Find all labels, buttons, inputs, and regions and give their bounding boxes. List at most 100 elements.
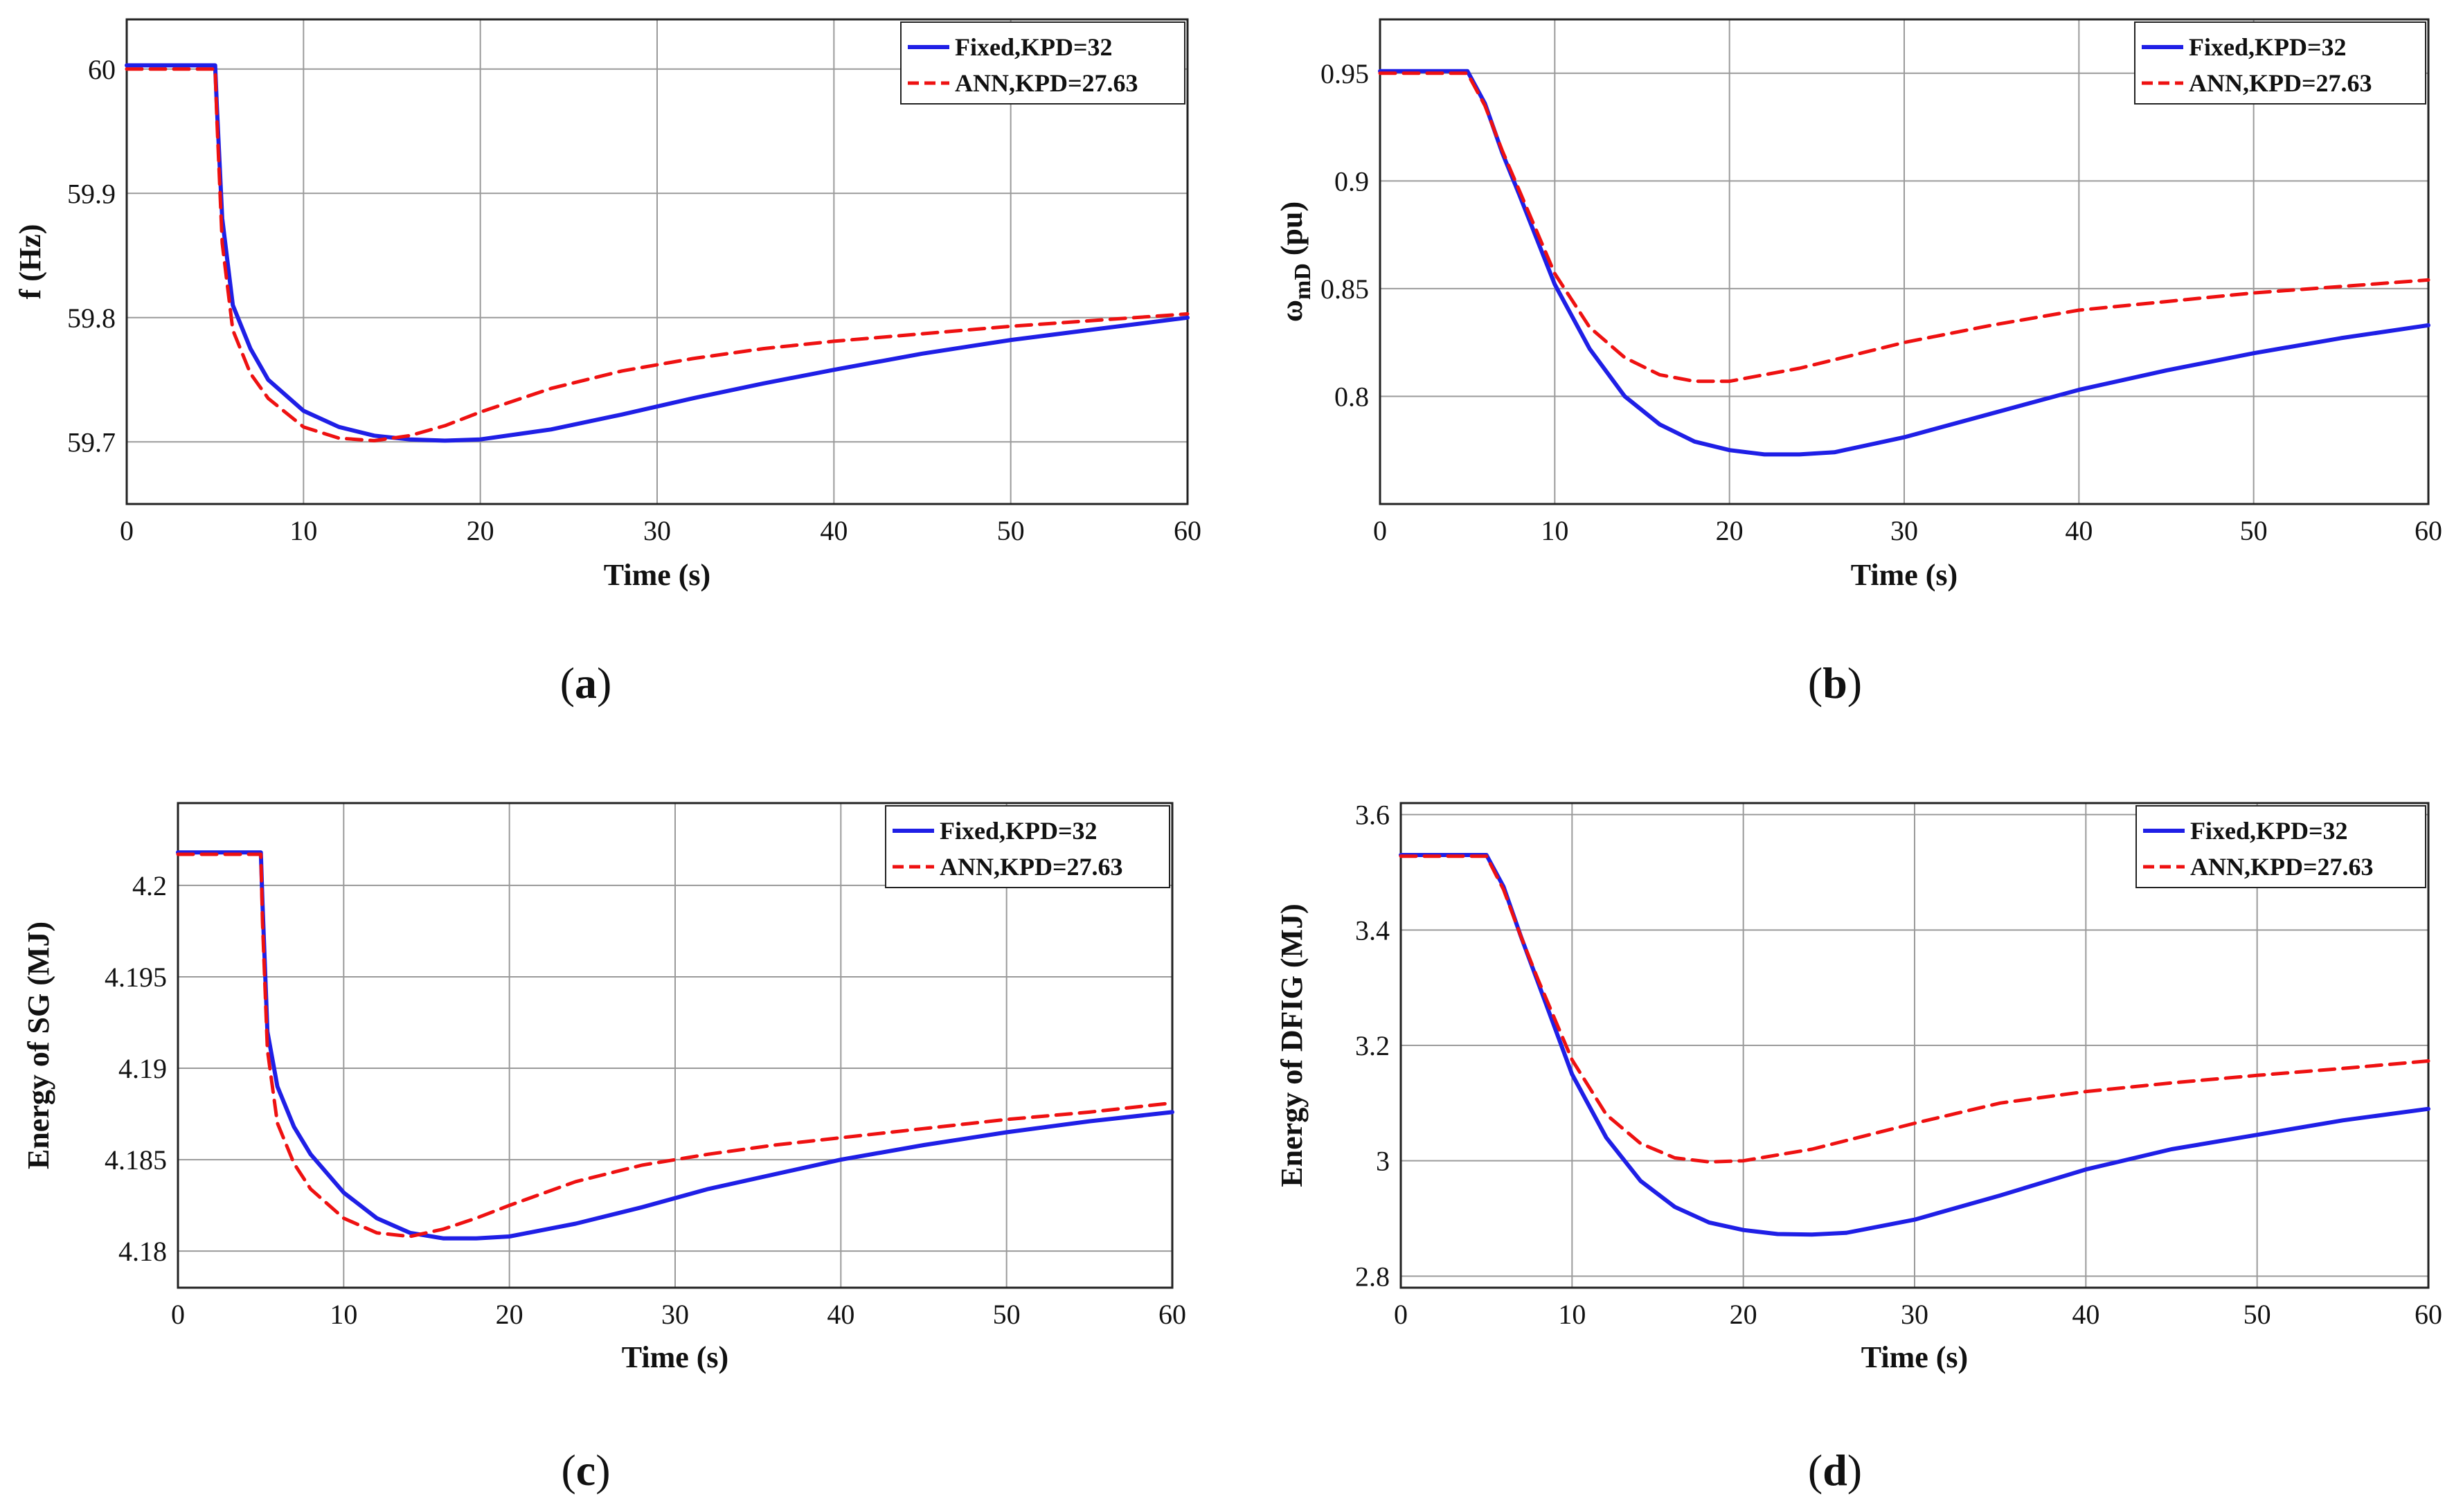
legend-box [2135, 805, 2426, 888]
x-tick-label: 10 [1541, 515, 1568, 546]
y-tick-label: 4.195 [105, 962, 167, 993]
legend-entry: Fixed,KPD=32 [2190, 817, 2348, 845]
x-axis-label: Time (s) [1861, 1340, 1968, 1374]
y-tick-label: 3 [1376, 1146, 1390, 1177]
plot-border [125, 18, 1189, 505]
y-axis-label-subscript: mD [1290, 263, 1316, 300]
panel-a-chart: 0 10 20 30 40 50 60 59.7 59.8 59.9 60 Fixed,KPD=32 A… [13, 18, 1201, 708]
panel-label-letter: d [1822, 1446, 1847, 1495]
series-ann-line [176, 852, 1174, 1239]
x-tick-label: 40 [2065, 515, 2093, 546]
panel-label-letter: b [1822, 658, 1847, 708]
x-tick-label: 20 [496, 1299, 523, 1330]
x-axis-label: Time (s) [1851, 558, 1958, 592]
plot-border [1379, 18, 2430, 505]
series-ann-line [1399, 854, 2430, 1164]
x-tick-label: 0 [1373, 515, 1387, 546]
series-fixed-line [176, 850, 1174, 1241]
series-fixed-line [125, 63, 1190, 443]
y-tick-label: 0.9 [1334, 165, 1369, 197]
legend-box [2134, 21, 2426, 105]
legend-entry: ANN,KPD=27.63 [2189, 69, 2372, 97]
x-tick-label: 30 [643, 515, 671, 546]
x-tick-label: 60 [2415, 515, 2442, 546]
panel-label-letter: a [575, 658, 597, 708]
y-tick-label: 0.85 [1320, 273, 1369, 305]
y-tick-label: 4.2 [132, 870, 167, 901]
x-tick-label: 60 [1174, 515, 1201, 546]
panel-label-close: ) [1847, 658, 1862, 708]
y-axis-label: Energy of DFIG (MJ) [1275, 903, 1309, 1187]
x-tick-label: 20 [1716, 515, 1744, 546]
y-axis-label: f (Hz) [13, 224, 47, 300]
x-tick-label: 30 [661, 1299, 689, 1330]
panel-label-open: ( [561, 1446, 575, 1495]
x-tick-label: 30 [1901, 1299, 1928, 1330]
plot-border [177, 802, 1174, 1289]
panel-d-chart: 0 10 20 30 40 50 60 2.8 3 3.2 3.4 3.6 Fixed,KPD=32 AN… [1275, 800, 2442, 1495]
x-tick-label: 60 [2415, 1299, 2442, 1330]
panel-c-chart: 0 10 20 30 40 50 60 4.18 4.185 4.19 4.195 4.2 Fixed,… [21, 802, 1186, 1495]
y-axis-label-symbol: ω [1275, 300, 1309, 322]
legend-entry: ANN,KPD=27.63 [2190, 853, 2374, 881]
x-tick-label: 50 [2243, 1299, 2271, 1330]
y-axis-label: Energy of SG (MJ) [21, 921, 55, 1169]
x-tick-label: 50 [997, 515, 1025, 546]
y-axis-label-unit: (pu) [1275, 201, 1309, 263]
y-axis-label: ωmD (pu) [1275, 201, 1316, 322]
panel-label: (c) [561, 1446, 610, 1495]
panel-label: (d) [1808, 1446, 1862, 1495]
x-tick-label: 40 [820, 515, 848, 546]
x-axis-label: Time (s) [622, 1340, 728, 1374]
y-tick-label: 59.9 [67, 178, 116, 209]
x-tick-label: 10 [1558, 1299, 1586, 1330]
plot-border [1399, 802, 2430, 1289]
legend-box [900, 21, 1185, 105]
x-tick-label: 40 [2072, 1299, 2099, 1330]
series-ann-line [1378, 71, 2430, 384]
x-tick-label: 20 [467, 515, 494, 546]
y-tick-label: 0.95 [1320, 58, 1369, 89]
panel-label-letter: c [576, 1446, 595, 1495]
x-tick-label: 50 [2240, 515, 2268, 546]
y-tick-label: 60 [88, 54, 116, 85]
panel-label-open: ( [1808, 658, 1822, 708]
x-tick-label: 50 [993, 1299, 1021, 1330]
legend-entry: Fixed,KPD=32 [940, 817, 1098, 845]
panel-label: (b) [1808, 658, 1862, 708]
x-tick-label: 0 [171, 1299, 185, 1330]
x-tick-label: 60 [1158, 1299, 1186, 1330]
x-axis-label: Time (s) [604, 558, 710, 592]
x-tick-label: 0 [1394, 1299, 1408, 1330]
legend-box [885, 805, 1170, 888]
panel-label: (a) [560, 658, 612, 708]
y-tick-label: 3.4 [1355, 915, 1390, 946]
y-tick-label: 4.185 [105, 1144, 167, 1176]
panel-label-close: ) [1847, 1446, 1862, 1495]
x-tick-label: 0 [120, 515, 134, 546]
y-tick-label: 59.8 [67, 303, 116, 334]
y-tick-label: 2.8 [1355, 1261, 1390, 1292]
legend-entry: Fixed,KPD=32 [955, 33, 1113, 61]
panel-label-open: ( [560, 658, 575, 708]
legend-entry: ANN,KPD=27.63 [955, 69, 1138, 97]
x-tick-label: 30 [1890, 515, 1918, 546]
y-tick-label: 4.18 [118, 1236, 167, 1267]
x-tick-label: 10 [330, 1299, 357, 1330]
panel-label-open: ( [1808, 1446, 1822, 1495]
panel-b-chart: 0 10 20 30 40 50 60 0.8 0.85 0.9 0.95 Fixed,KPD=32 A… [1275, 18, 2442, 708]
y-tick-label: 3.6 [1355, 800, 1390, 831]
x-tick-label: 20 [1730, 1299, 1757, 1330]
y-tick-label: 3.2 [1355, 1030, 1390, 1061]
legend-entry: ANN,KPD=27.63 [940, 853, 1123, 881]
panel-label-close: ) [595, 1446, 610, 1495]
y-tick-label: 0.8 [1334, 381, 1369, 412]
x-tick-label: 40 [827, 1299, 854, 1330]
legend-entry: Fixed,KPD=32 [2189, 33, 2347, 61]
series-ann-line [125, 67, 1190, 442]
panel-label-close: ) [597, 658, 611, 708]
y-tick-label: 59.7 [67, 426, 116, 458]
x-tick-label: 10 [289, 515, 317, 546]
y-tick-label: 4.19 [118, 1053, 167, 1084]
